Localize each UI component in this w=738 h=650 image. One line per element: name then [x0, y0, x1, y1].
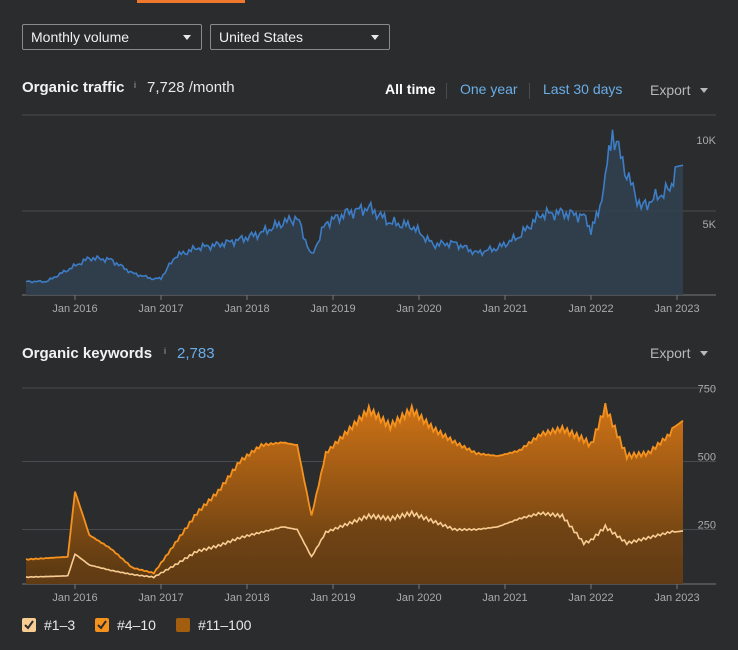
- y-tick-label: 10K: [696, 135, 716, 147]
- keywords-export-button[interactable]: Export: [650, 345, 708, 361]
- x-tick-label: Jan 2019: [310, 592, 355, 604]
- legend-top100[interactable]: #11–100: [176, 616, 266, 634]
- range-all-time[interactable]: All time: [385, 81, 436, 97]
- traffic-area: [26, 129, 683, 295]
- keywords-title: Organic keywords: [22, 345, 153, 362]
- chevron-down-icon: [183, 35, 191, 40]
- checkmark-icon: [24, 620, 34, 630]
- legend-top100-label: #11–100: [198, 617, 252, 633]
- range-divider: [529, 83, 530, 99]
- legend-top10-label: #4–10: [117, 617, 156, 633]
- chevron-down-icon: [700, 351, 708, 356]
- traffic-series-line: [25, 129, 684, 284]
- y-tick-label: 250: [698, 520, 716, 532]
- legend-top3-label: #1–3: [44, 617, 76, 633]
- x-tick-label: Jan 2017: [138, 592, 183, 604]
- y-tick-label: 750: [698, 383, 716, 395]
- range-divider: [446, 83, 447, 99]
- keywords-top3-area: [26, 511, 683, 584]
- traffic-export-button[interactable]: Export: [650, 82, 708, 98]
- x-tick-label: Jan 2016: [52, 592, 97, 604]
- volume-mode-select[interactable]: Monthly volume: [22, 24, 202, 50]
- keywords-export-label: Export: [650, 345, 691, 361]
- keywords-top10-line: [25, 402, 684, 575]
- legend-top3[interactable]: #1–3: [22, 616, 82, 634]
- x-tick-label: Jan 2018: [224, 303, 269, 315]
- legend-top100-checkbox[interactable]: [176, 618, 190, 632]
- active-tab-indicator: [137, 0, 245, 3]
- x-tick-label: Jan 2021: [482, 592, 527, 604]
- legend-top10-checkbox[interactable]: [95, 618, 109, 632]
- y-tick-label: 5K: [703, 219, 717, 231]
- x-tick-label: Jan 2022: [568, 303, 613, 315]
- chevron-down-icon: [700, 88, 708, 93]
- keywords-top3-line: [25, 509, 684, 579]
- traffic-value: 7,728 /month: [147, 79, 235, 96]
- y-tick-label: 500: [698, 452, 716, 464]
- volume-mode-value: Monthly volume: [31, 29, 130, 45]
- country-select[interactable]: United States: [210, 24, 390, 50]
- traffic-info-icon[interactable]: i: [134, 80, 136, 90]
- keywords-info-icon[interactable]: i: [164, 346, 166, 356]
- x-tick-label: Jan 2018: [224, 592, 269, 604]
- x-tick-label: Jan 2020: [396, 303, 441, 315]
- country-value: United States: [219, 29, 304, 45]
- x-tick-label: Jan 2023: [654, 303, 699, 315]
- range-one-year[interactable]: One year: [460, 81, 518, 97]
- x-tick-label: Jan 2016: [52, 303, 97, 315]
- checkmark-icon: [97, 620, 107, 630]
- chevron-down-icon: [371, 35, 379, 40]
- x-tick-label: Jan 2022: [568, 592, 613, 604]
- range-last-30-days[interactable]: Last 30 days: [543, 81, 623, 97]
- legend-top3-checkbox[interactable]: [22, 618, 36, 632]
- legend-top10[interactable]: #4–10: [95, 616, 165, 634]
- traffic-export-label: Export: [650, 82, 691, 98]
- x-tick-label: Jan 2017: [138, 303, 183, 315]
- x-tick-label: Jan 2021: [482, 303, 527, 315]
- traffic-title: Organic traffic: [22, 79, 125, 96]
- x-tick-label: Jan 2023: [654, 592, 699, 604]
- x-tick-label: Jan 2019: [310, 303, 355, 315]
- keywords-value: 2,783: [177, 345, 215, 362]
- x-tick-label: Jan 2020: [396, 592, 441, 604]
